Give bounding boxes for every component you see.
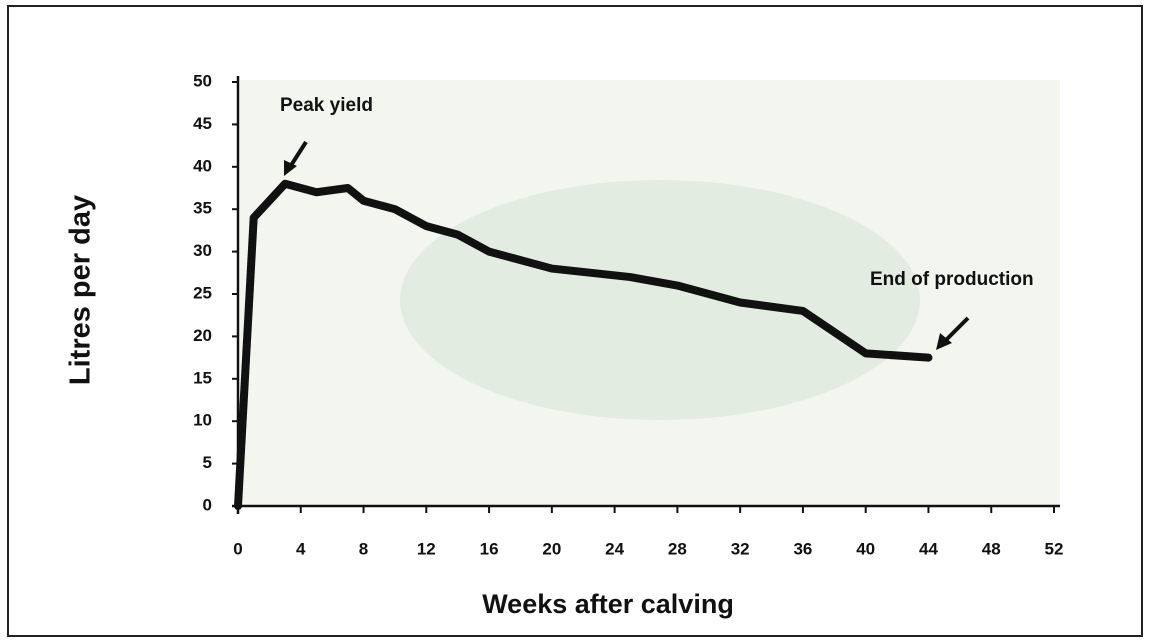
- x-tick-label: 28: [668, 539, 687, 558]
- y-tick-label: 10: [193, 411, 212, 430]
- y-tick-label: 15: [193, 368, 212, 387]
- annotation: End of production: [870, 269, 1034, 290]
- x-tick-label: 8: [359, 539, 368, 558]
- y-tick-label: 0: [203, 495, 212, 514]
- x-axis-label: Weeks after calving: [482, 589, 734, 619]
- y-axis-label: Litres per day: [65, 195, 97, 385]
- x-tick-label: 16: [480, 539, 499, 558]
- annotation-arrowhead: [936, 333, 952, 350]
- y-tick-label: 40: [193, 156, 212, 175]
- x-tick-label: 40: [856, 539, 875, 558]
- annotation: Peak yield: [280, 95, 373, 116]
- x-tick-label: 20: [542, 539, 561, 558]
- y-tick-label: 45: [193, 114, 212, 133]
- y-tick-label: 25: [193, 283, 212, 302]
- x-tick-label: 32: [731, 539, 750, 558]
- x-tick-label: 4: [296, 539, 306, 558]
- y-tick-label: 5: [203, 453, 212, 472]
- x-tick-label: 36: [793, 539, 812, 558]
- y-tick-label: 20: [193, 326, 212, 345]
- x-tick-label: 12: [417, 539, 436, 558]
- x-tick-label: 44: [919, 539, 938, 558]
- y-tick-label: 50: [193, 71, 212, 90]
- annotation-arrow: [942, 316, 970, 344]
- y-tick-label: 35: [193, 199, 212, 218]
- x-tick-label: 48: [982, 539, 1001, 558]
- annotation-arrowhead: [284, 160, 297, 176]
- data-line: [234, 179, 933, 510]
- x-tick-label: 24: [605, 539, 624, 558]
- x-tick-label: 0: [233, 539, 242, 558]
- annotation-arrow: [288, 140, 308, 169]
- background-shape: [400, 180, 920, 420]
- x-tick-label: 52: [1045, 539, 1064, 558]
- y-tick-label: 30: [193, 241, 212, 260]
